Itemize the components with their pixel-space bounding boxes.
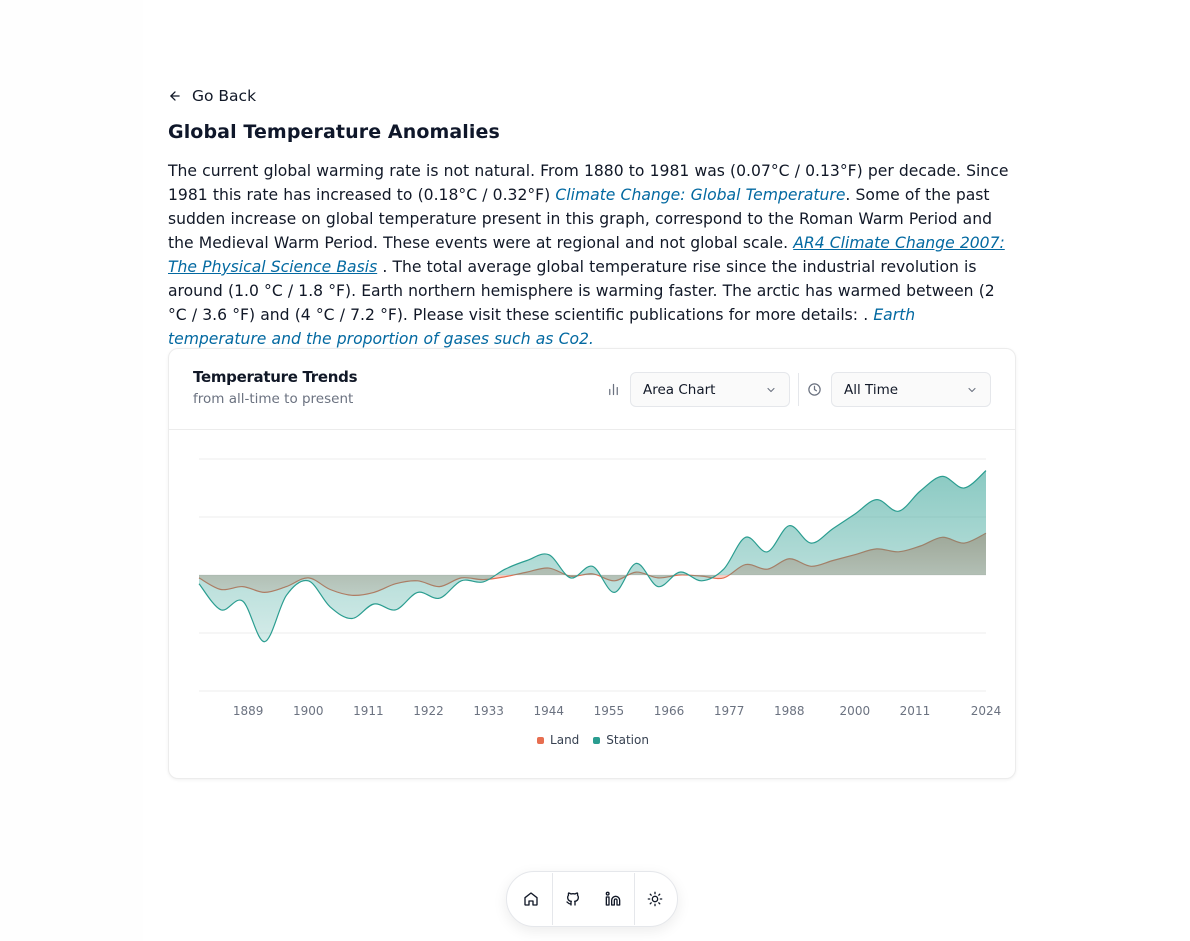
legend-label-land: Land	[550, 733, 580, 747]
card-title: Temperature Trends	[193, 368, 358, 386]
time-range-select[interactable]: All Time	[831, 372, 991, 407]
home-button[interactable]	[511, 879, 551, 919]
card-subtitle: from all-time to present	[193, 391, 354, 407]
home-icon	[524, 892, 538, 906]
time-range-value: All Time	[844, 381, 899, 398]
dock-divider	[633, 873, 635, 925]
x-tick-label: 1889	[233, 704, 264, 718]
sun-icon	[647, 891, 663, 907]
temperature-trends-card: Temperature Trends from all-time to pres…	[168, 348, 1016, 779]
area-station	[199, 470, 986, 642]
x-tick-label: 1955	[594, 704, 625, 718]
theme-toggle-button[interactable]	[635, 879, 675, 919]
card-header: Temperature Trends from all-time to pres…	[169, 349, 1015, 430]
chevron-down-icon	[767, 387, 775, 393]
x-tick-label: 1933	[473, 704, 504, 718]
chevron-down-icon	[968, 387, 976, 393]
bar-chart-icon	[609, 383, 618, 396]
page-description: The current global warming rate is not n…	[168, 159, 1016, 351]
x-tick-label: 2000	[840, 704, 871, 718]
x-tick-label: 1900	[293, 704, 324, 718]
go-back-link[interactable]: Go Back	[168, 84, 1016, 108]
chart-type-value: Area Chart	[643, 381, 716, 398]
x-tick-label: 1911	[353, 704, 384, 718]
dock-divider	[551, 873, 553, 925]
link-ar4-climate-change[interactable]: AR4 Climate Change 2007: The Physical Sc…	[168, 234, 1005, 276]
chart-legend: Land Station	[169, 733, 1017, 747]
legend-item-station: Station	[593, 733, 649, 747]
legend-label-station: Station	[606, 733, 649, 747]
legend-item-land: Land	[537, 733, 579, 747]
x-tick-label: 1988	[774, 704, 805, 718]
link-climate-change-global-temperature[interactable]: Climate Change: Global Temperature	[555, 186, 846, 204]
x-tick-label: 1966	[654, 704, 685, 718]
main-content: Go Back Global Temperature Anomalies The…	[168, 84, 1016, 351]
chart-type-select[interactable]: Area Chart	[630, 372, 790, 407]
x-tick-label: 2011	[900, 704, 931, 718]
github-icon	[566, 892, 579, 906]
x-tick-label: 1977	[714, 704, 745, 718]
sidebar-spacer	[0, 0, 143, 941]
github-button[interactable]	[553, 879, 593, 919]
bottom-dock	[506, 871, 678, 927]
controls-divider	[798, 373, 799, 406]
x-tick-label: 2024	[971, 704, 1002, 718]
temperature-area-chart: 1889 1900 1911 1922 1933 1944 1955 1966 1977 1988…	[198, 458, 1002, 718]
arrow-left-icon	[170, 91, 180, 101]
clock-icon	[808, 383, 821, 396]
desc-text-2: . Some of the past sudden increase on gl…	[168, 186, 992, 252]
desc-text-3: . The total average global temperature r…	[168, 258, 995, 324]
line-station	[198, 470, 987, 643]
legend-swatch-station	[593, 736, 601, 744]
linkedin-button[interactable]	[593, 879, 633, 919]
x-tick-label: 1922	[413, 704, 444, 718]
x-tick-label: 1944	[534, 704, 565, 718]
link-earth-temperature-gases[interactable]: Earth temperature and the proportion of …	[168, 306, 916, 348]
page-title: Global Temperature Anomalies	[168, 121, 500, 143]
go-back-label: Go Back	[192, 87, 257, 105]
linkedin-icon	[605, 891, 621, 906]
desc-text-1: The current global warming rate is not n…	[168, 162, 1009, 204]
legend-swatch-land	[537, 736, 545, 744]
